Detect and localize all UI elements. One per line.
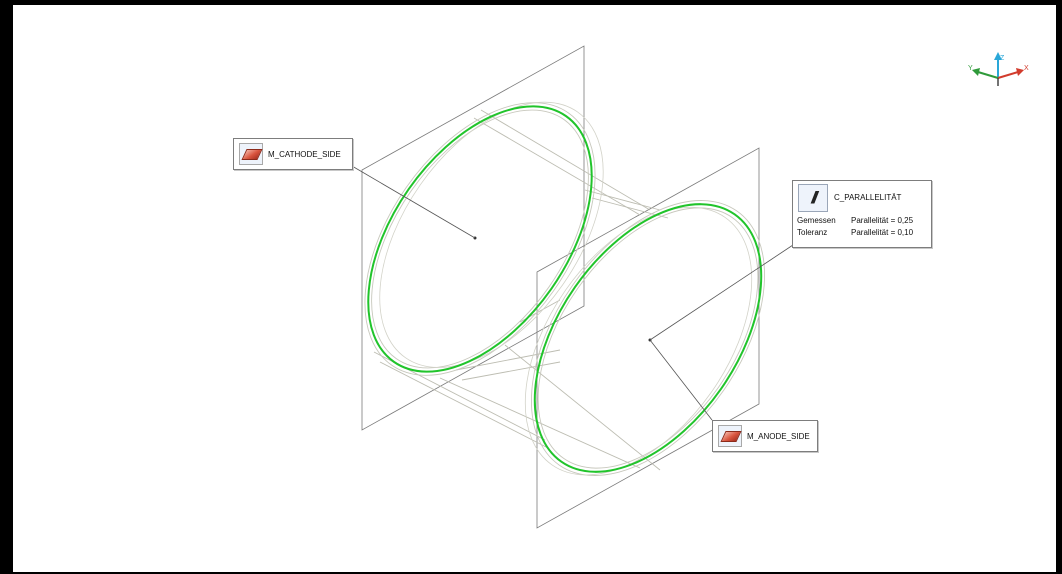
y-axis-label: Y xyxy=(968,65,973,72)
axis-triad-icon[interactable]: Z X Y xyxy=(964,48,1034,98)
anode-measured-circle xyxy=(533,203,763,473)
anode-feature-label[interactable]: M_ANODE_SIDE xyxy=(712,420,818,452)
constraint-row-measured: Gemessen Parallelität = 0,25 xyxy=(793,214,931,226)
constraint-row-key: Toleranz xyxy=(797,227,828,237)
constraint-name: C_PARALLELITÄT xyxy=(834,193,902,202)
cathode-feature-label[interactable]: M_CATHODE_SIDE xyxy=(233,138,353,170)
cathode-feature-name: M_CATHODE_SIDE xyxy=(268,149,341,159)
cathode-ring xyxy=(364,101,604,376)
x-axis-label: X xyxy=(1024,65,1029,72)
constraint-row-key: Gemessen xyxy=(797,215,836,225)
plane-feature-icon xyxy=(718,425,742,447)
anode-ring xyxy=(524,200,765,476)
parallelism-icon: // xyxy=(798,184,828,212)
anode-feature-name: M_ANODE_SIDE xyxy=(747,431,810,441)
parallelism-constraint-label[interactable]: // C_PARALLELITÄT Gemessen Parallelität … xyxy=(792,180,932,248)
constraint-row-value: Parallelität = 0,25 xyxy=(851,215,914,225)
leader-lines xyxy=(351,165,797,421)
cylinder-wireframe xyxy=(373,109,669,471)
z-axis-label: Z xyxy=(1000,55,1005,62)
constraint-row-tolerance: Toleranz Parallelität = 0,10 xyxy=(793,226,931,238)
cathode-measured-circle xyxy=(367,105,593,373)
plane-feature-icon xyxy=(239,143,263,165)
cathode-plane xyxy=(361,45,585,431)
constraint-row-value: Parallelität = 0,10 xyxy=(851,227,914,237)
